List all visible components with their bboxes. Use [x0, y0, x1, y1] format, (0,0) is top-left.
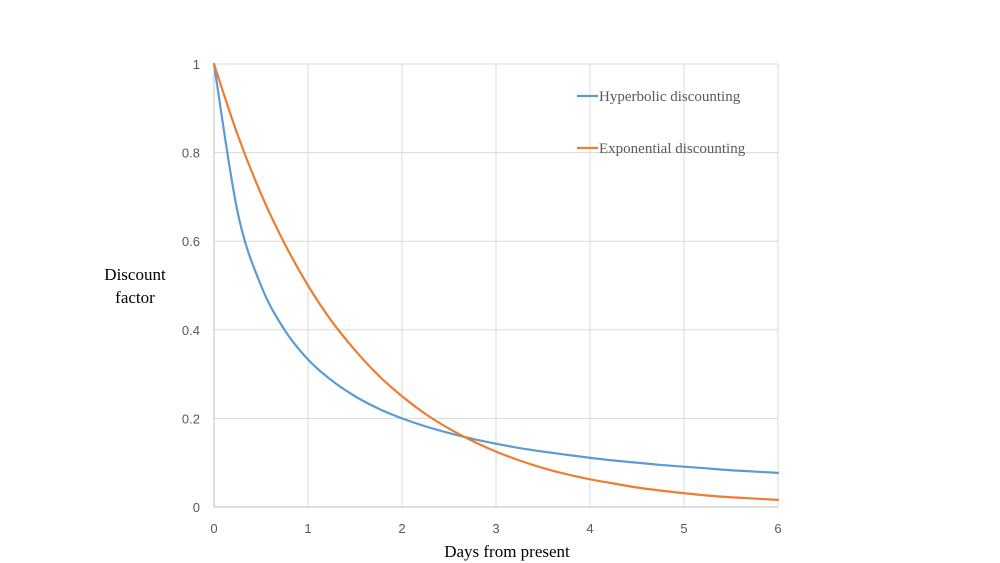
- y-tick-label: 1: [193, 57, 200, 72]
- x-tick-label: 6: [774, 521, 781, 536]
- x-tick-label: 3: [492, 521, 499, 536]
- y-tick-label: 0.4: [182, 323, 200, 338]
- x-tick-label: 0: [210, 521, 217, 536]
- hyperbolic-series-line: [212, 62, 780, 474]
- x-tick-label: 5: [680, 521, 687, 536]
- legend: Hyperbolic discounting Exponential discou…: [577, 89, 746, 157]
- axes: 0 0.2 0.4 0.6 0.8 1 0 1 2 3 4 5 6: [182, 57, 782, 536]
- y-axis-title-line-1: Discount: [104, 265, 166, 284]
- series-lines: [212, 62, 780, 502]
- x-axis-title: Days from present: [444, 542, 570, 561]
- x-tick-label: 2: [398, 521, 405, 536]
- grid: [214, 63, 779, 507]
- y-tick-label: 0.8: [182, 146, 200, 161]
- y-axis-title-line-2: factor: [115, 288, 155, 307]
- x-tick-label: 1: [304, 521, 311, 536]
- hyperbolic-legend-label: Hyperbolic discounting: [599, 89, 741, 105]
- y-tick-label: 0.6: [182, 234, 200, 249]
- exponential-legend-label: Exponential discounting: [599, 141, 746, 157]
- x-tick-label: 4: [586, 521, 593, 536]
- y-tick-label: 0: [193, 500, 200, 515]
- y-tick-label: 0.2: [182, 411, 200, 426]
- exponential-series-line: [212, 62, 780, 502]
